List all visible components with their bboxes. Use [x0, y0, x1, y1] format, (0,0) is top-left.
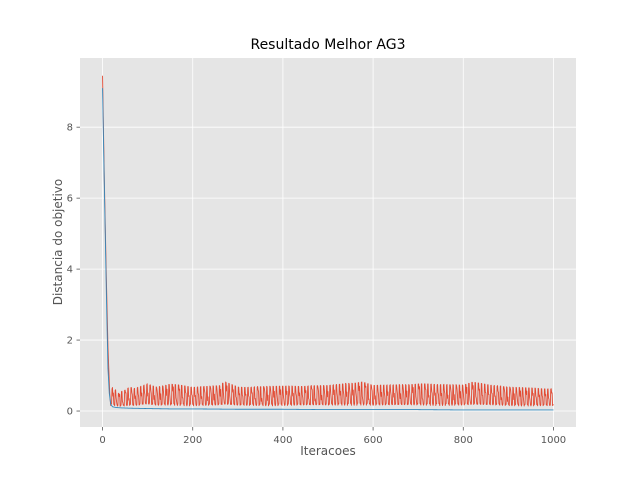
y-tick-label: 0 [67, 407, 73, 418]
x-tick-label: 0 [99, 435, 105, 446]
x-axis-ticks: 0 200 400 600 800 1000 [99, 427, 566, 446]
x-tick-label: 600 [364, 435, 383, 446]
series-layer [102, 75, 554, 411]
x-tick-label: 800 [454, 435, 473, 446]
chart-title: Resultado Melhor AG3 [250, 37, 405, 53]
y-axis-ticks: 0 2 4 6 8 [67, 123, 80, 418]
x-tick-label: 1000 [541, 435, 566, 446]
y-axis-label: Distancia do objetivo [51, 179, 65, 306]
x-axis-label: Iteracoes [300, 444, 356, 458]
y-tick-label: 2 [67, 336, 73, 347]
grid [80, 58, 576, 427]
y-tick-label: 4 [67, 265, 73, 276]
y-tick-label: 6 [67, 194, 73, 205]
x-tick-label: 400 [273, 435, 292, 446]
x-tick-label: 200 [183, 435, 202, 446]
series-line-1 [102, 75, 554, 407]
plot-area [80, 58, 576, 427]
y-tick-label: 8 [67, 123, 73, 134]
series-line-2 [102, 88, 554, 411]
